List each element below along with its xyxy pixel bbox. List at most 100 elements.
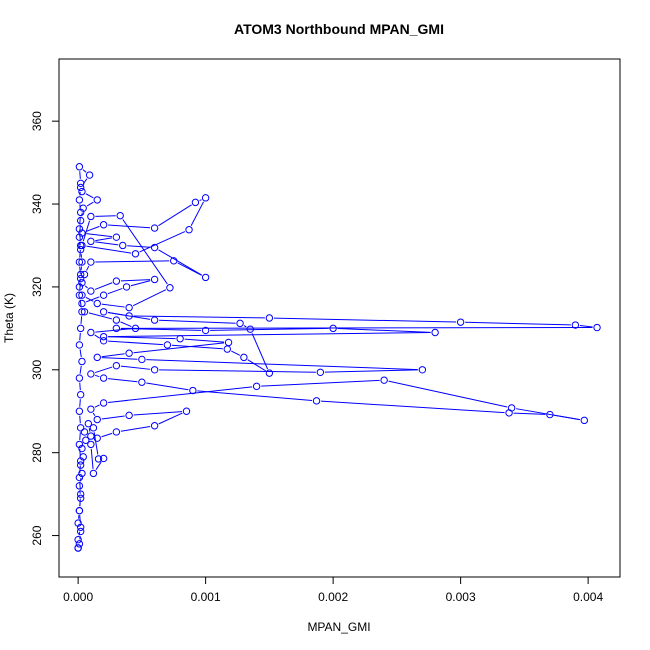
y-tick-label: 300: [30, 359, 44, 379]
series-segment: [127, 245, 151, 248]
series-segment: [184, 338, 225, 343]
series-segment: [92, 412, 96, 416]
series-segment: [94, 334, 101, 339]
data-point: [99, 308, 108, 316]
data-point: [76, 494, 85, 502]
data-point: [138, 378, 146, 386]
x-tick-label: 0.001: [191, 590, 221, 604]
data-point: [93, 196, 101, 204]
data-point: [84, 419, 93, 428]
data-point: [87, 370, 95, 378]
series-segment: [190, 201, 204, 226]
data-point: [112, 361, 121, 370]
series-segment: [79, 415, 81, 424]
series-segment: [95, 374, 100, 378]
series-segment: [95, 328, 132, 333]
data-point: [74, 519, 82, 527]
series-segment: [159, 369, 316, 373]
data-point: [312, 397, 321, 405]
data-point: [75, 225, 84, 233]
data-point: [125, 349, 133, 357]
series-segment: [79, 233, 81, 242]
series-segment: [133, 411, 183, 416]
data-point: [131, 324, 140, 333]
y-tick-label: 360: [30, 111, 44, 131]
data-point: [76, 183, 85, 192]
data-point: [112, 233, 121, 241]
y-tick-label: 280: [30, 442, 44, 462]
data-point: [150, 422, 159, 430]
data-point: [93, 415, 101, 424]
data-point: [85, 171, 94, 179]
data-point: [75, 196, 84, 204]
series-segment: [132, 289, 167, 307]
series-segment: [122, 219, 168, 285]
data-point: [78, 291, 86, 299]
data-point: [166, 284, 174, 292]
data-point: [75, 374, 84, 382]
x-tick-label: 0.004: [573, 590, 603, 604]
series-segment: [321, 400, 505, 414]
data-point: [87, 440, 95, 449]
data-point: [112, 277, 121, 285]
data-point: [78, 187, 86, 196]
data-point: [252, 382, 261, 391]
series-segment: [79, 365, 82, 374]
data-point: [76, 424, 85, 432]
series-segment: [95, 237, 113, 242]
data-point: [80, 428, 89, 436]
data-point: [78, 308, 86, 316]
series-segment: [84, 285, 88, 289]
x-tick-label: 0.002: [318, 590, 348, 604]
y-tick-label: 320: [30, 277, 44, 297]
series-segment: [231, 350, 241, 356]
data-point: [76, 245, 85, 254]
data-point: [75, 407, 84, 415]
series-segment: [79, 432, 81, 440]
data-point: [431, 328, 439, 337]
data-point: [78, 469, 86, 478]
data-point: [78, 258, 86, 266]
data-point: [76, 523, 85, 531]
series-segment: [247, 359, 266, 372]
data-point: [189, 386, 197, 395]
data-point: [76, 208, 85, 217]
data-point: [191, 198, 200, 207]
data-point: [201, 194, 210, 202]
data-point: [93, 353, 101, 362]
data-point: [75, 482, 84, 490]
series-segment: [120, 321, 132, 328]
data-point: [546, 410, 554, 419]
data-point: [99, 291, 108, 299]
series-segment: [579, 325, 593, 328]
series-segment: [94, 282, 113, 290]
series-segment: [79, 498, 81, 507]
x-axis: 0.000 0.001 0.002 0.003 0.004: [63, 576, 603, 604]
series-segment: [79, 332, 81, 341]
data-point: [80, 270, 89, 279]
data-point: [116, 211, 124, 220]
data-point: [505, 409, 513, 417]
series-segment: [82, 169, 87, 173]
data-point: [76, 179, 85, 188]
y-axis: 260 280 300 320 340 360: [30, 111, 60, 546]
data-point: [76, 241, 85, 250]
data-point: [87, 328, 95, 337]
series-segment: [95, 215, 116, 217]
data-point: [80, 308, 89, 316]
data-point: [76, 270, 85, 279]
series-segment: [465, 321, 571, 326]
series-segment: [95, 241, 119, 246]
data-point: [99, 454, 108, 463]
data-point: [265, 369, 274, 377]
data-point: [580, 416, 588, 425]
data-point: [76, 527, 85, 536]
series-segment: [388, 380, 508, 408]
series-segment: [199, 199, 202, 202]
data-point: [75, 233, 84, 241]
data-point: [78, 229, 86, 237]
data-point: [163, 341, 172, 349]
data-point: [112, 316, 121, 324]
data-point: [150, 366, 159, 374]
series-segment: [79, 382, 81, 391]
